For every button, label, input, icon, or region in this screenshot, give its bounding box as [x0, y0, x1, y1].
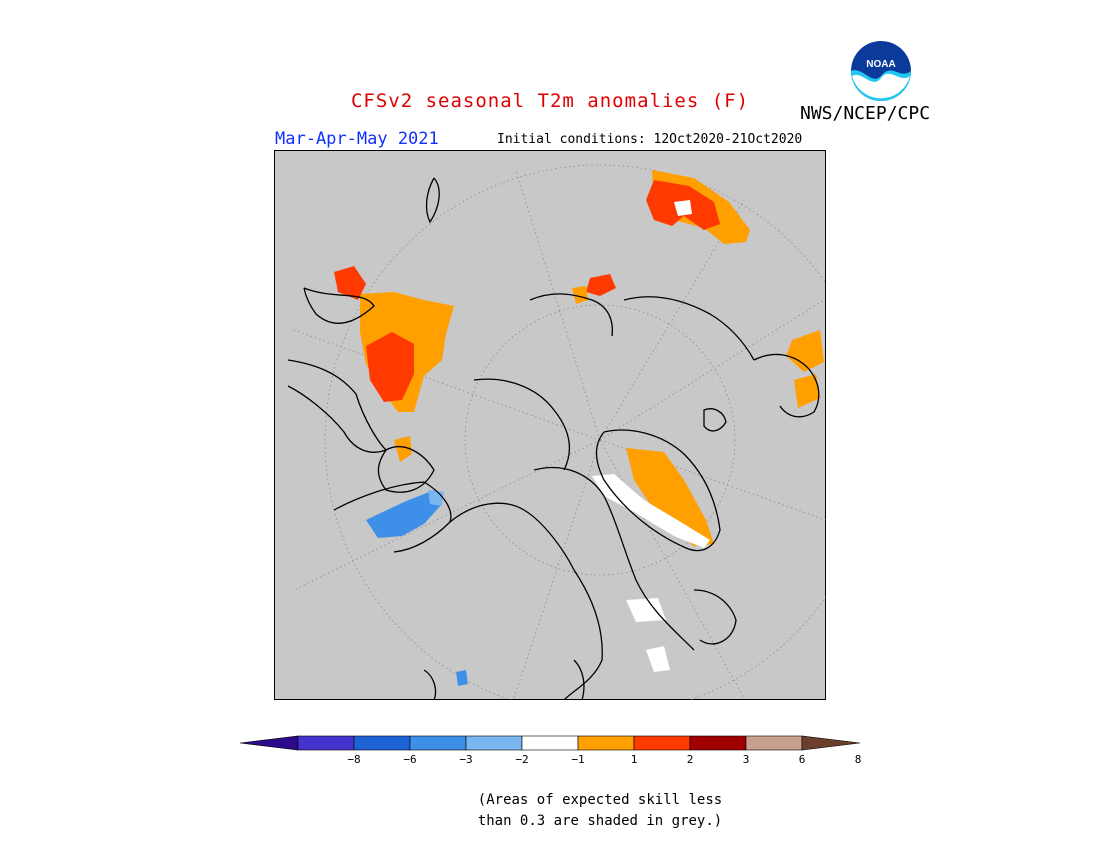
white-streak-greenland	[592, 474, 710, 548]
colorbar-swatch	[633, 735, 691, 751]
red-region-siberia	[586, 274, 616, 296]
graticule	[293, 164, 826, 700]
colorbar-tick-label: 8	[855, 753, 862, 766]
orange-region-greenland	[626, 448, 714, 546]
colorbar-swatch	[297, 735, 355, 751]
colorbar-swatch	[577, 735, 635, 751]
blue-patch-pacific	[456, 670, 468, 686]
colorbar-tick-label: 6	[799, 753, 806, 766]
noaa-logo-text: NOAA	[866, 59, 895, 70]
orange-region-alaska-2	[794, 374, 820, 408]
colorbar-tick-label: −6	[403, 753, 416, 766]
colorbar-swatch	[689, 735, 747, 751]
red-region-europe	[366, 332, 414, 402]
colorbar-tick-label: −1	[571, 753, 584, 766]
color-scale-bar: −8 −6 −3 −2 −1 1 2 3 6 8	[239, 735, 861, 766]
colorbar-tick-label: 3	[743, 753, 750, 766]
tick-labels: −8 −6 −3 −2 −1 1 2 3 6 8	[347, 753, 861, 766]
initial-conditions-label: Initial conditions: 12Oct2020-21Oct2020	[497, 132, 803, 147]
white-patch-east-asia	[674, 200, 692, 216]
colorbar-tick-label: 1	[631, 753, 638, 766]
orange-region-siberia	[572, 286, 588, 304]
orange-region-turkey	[394, 436, 412, 462]
colorbar-swatch	[353, 735, 411, 751]
polar-anomaly-map	[274, 150, 826, 700]
skill-footnote-line2: than 0.3 are shaded in grey.)	[477, 813, 723, 829]
colorbar-arrow-high	[801, 735, 861, 751]
lightblue-region-africa	[428, 490, 444, 506]
color-swatches	[239, 735, 861, 751]
colorbar-swatch	[521, 735, 579, 751]
red-region-scandinavia	[334, 266, 366, 300]
noaa-logo: NOAA	[851, 41, 911, 101]
white-region-canada-2	[646, 646, 670, 672]
colorbar-tick-label: −8	[347, 753, 360, 766]
map-title: CFSv2 seasonal T2m anomalies (F)	[350, 90, 750, 112]
white-region-canada	[626, 598, 666, 622]
coastlines	[287, 177, 820, 700]
skill-footnote-line1: (Areas of expected skill less	[477, 792, 723, 808]
anomaly-shading	[334, 170, 824, 686]
season-label: Mar-Apr-May 2021	[275, 129, 439, 149]
agency-label: NWS/NCEP/CPC	[800, 103, 931, 124]
skill-footnote: (Areas of expected skill less than 0.3 a…	[440, 790, 760, 832]
colorbar-tick-label: −3	[459, 753, 472, 766]
orange-region-alaska	[786, 330, 824, 372]
colorbar-swatch	[409, 735, 467, 751]
blue-region-africa	[366, 490, 442, 538]
colorbar-swatch	[465, 735, 523, 751]
colorbar-swatch	[745, 735, 803, 751]
colorbar-tick-label: 2	[687, 753, 694, 766]
colorbar-tick-label: −2	[515, 753, 528, 766]
colorbar-arrow-low	[239, 735, 299, 751]
